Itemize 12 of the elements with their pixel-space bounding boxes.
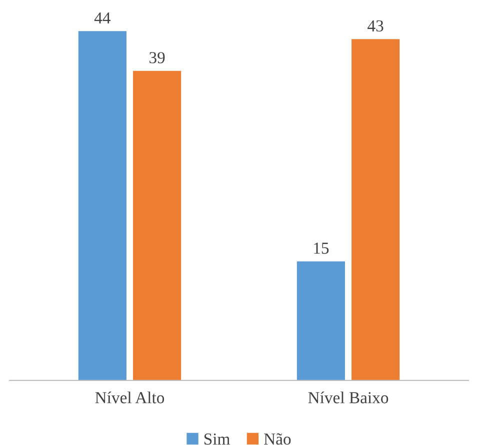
x-tick-label: Nível Alto (95, 392, 164, 404)
bar (78, 31, 126, 380)
data-label: 43 (368, 20, 384, 32)
legend-label: Sim (204, 433, 230, 445)
data-label: 44 (94, 12, 110, 24)
x-tick-label: Nível Baixo (308, 392, 388, 404)
bar (296, 261, 345, 380)
data-label: 15 (314, 242, 329, 254)
data-label: 39 (150, 52, 165, 64)
bar (133, 70, 182, 380)
bar (352, 39, 400, 380)
legend-label: Não (264, 433, 291, 445)
